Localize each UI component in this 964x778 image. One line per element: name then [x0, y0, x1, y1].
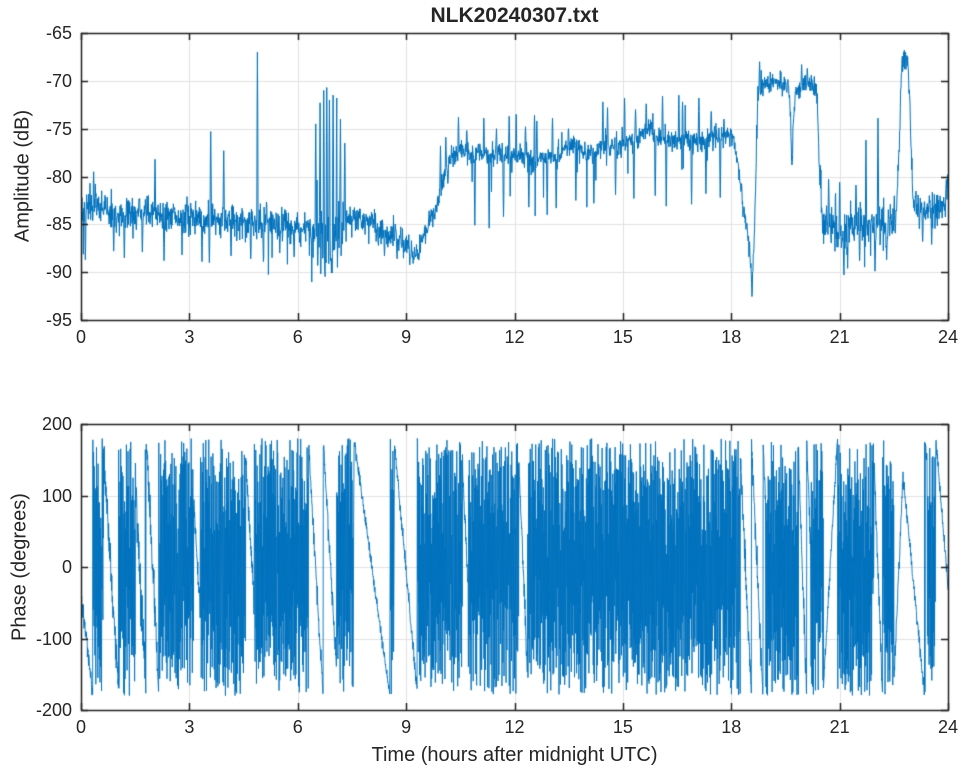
x-tick-label-1-18: 18	[721, 717, 742, 737]
x-tick-label-0-3: 3	[184, 327, 195, 347]
y-tick-label-1--200: -200	[35, 700, 72, 720]
y-tick-label-0--75: -75	[45, 118, 72, 139]
y-tick-label-1-100: 100	[41, 485, 72, 506]
x-tick-label-0-24: 24	[937, 327, 959, 347]
y-tick-label-0--70: -70	[45, 70, 72, 91]
x-tick-label-0-12: 12	[504, 327, 525, 347]
x-tick-label-1-9: 9	[401, 717, 412, 737]
x-tick-label-0-6: 6	[292, 327, 303, 347]
y-tick-label-0--80: -80	[45, 166, 72, 187]
y-tick-label-1-200: 200	[41, 414, 72, 434]
y-tick-label-0--90: -90	[45, 262, 72, 283]
x-tick-label-0-18: 18	[721, 327, 742, 347]
figure-title: NLK20240307.txt	[430, 4, 599, 27]
x-tick-label-0-0: 0	[75, 327, 86, 347]
x-tick-label-1-24: 24	[937, 717, 959, 737]
x-tick-label-1-15: 15	[612, 717, 633, 737]
x-tick-label-1-0: 0	[75, 717, 86, 737]
x-tick-label-0-15: 15	[612, 327, 633, 347]
x-tick-label-1-6: 6	[292, 717, 303, 737]
x-tick-label-1-12: 12	[504, 717, 525, 737]
y-tick-label-0--65: -65	[45, 23, 72, 43]
time-x-axis-label: Time (hours after midnight UTC)	[371, 744, 658, 766]
x-tick-label-1-3: 3	[184, 717, 195, 737]
x-tick-label-0-9: 9	[401, 327, 412, 347]
y-tick-label-0--85: -85	[45, 214, 72, 235]
y-tick-label-1--100: -100	[35, 628, 72, 649]
x-tick-label-0-21: 21	[829, 327, 850, 347]
y-tick-label-0--95: -95	[45, 310, 72, 330]
x-tick-label-1-21: 21	[829, 717, 850, 737]
y-tick-label-1-0: 0	[61, 557, 72, 577]
